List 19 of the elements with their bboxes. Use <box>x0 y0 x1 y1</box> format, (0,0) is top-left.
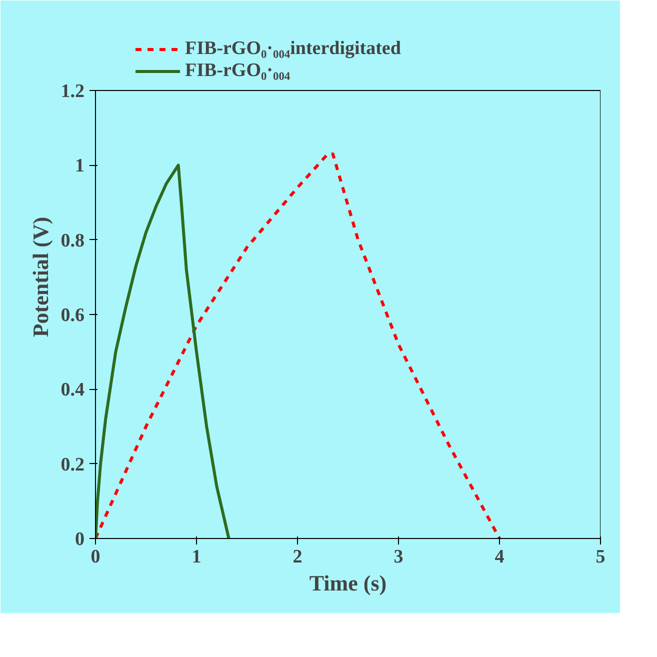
legend-label: FIB-rGO₀·₀₀₄ <box>185 60 290 82</box>
y-tick-label: 1 <box>75 156 84 177</box>
x-axis-title: Time (s) <box>309 570 387 596</box>
y-tick-label: 0.8 <box>60 230 84 252</box>
line-series <box>96 164 230 538</box>
x-tick-label: 3 <box>394 546 404 568</box>
x-tick-label: 2 <box>292 546 302 568</box>
y-tick-label: 0 <box>75 529 84 550</box>
x-tick-label: 0 <box>90 546 100 568</box>
legend-label: FIB-rGO₀·₀₀₄interdigitated <box>185 38 401 60</box>
x-tick-label: 5 <box>596 546 606 568</box>
y-tick-label: 0.2 <box>60 454 84 476</box>
y-tick-label: 0.4 <box>60 380 85 401</box>
y-tick-label: 1.2 <box>60 81 84 102</box>
y-axis-title: Potential (V) <box>28 216 53 338</box>
line-series <box>96 152 501 538</box>
y-tick-label: 0.6 <box>60 305 84 326</box>
x-tick-label: 1 <box>192 546 202 568</box>
x-tick-label: 4 <box>494 546 505 568</box>
